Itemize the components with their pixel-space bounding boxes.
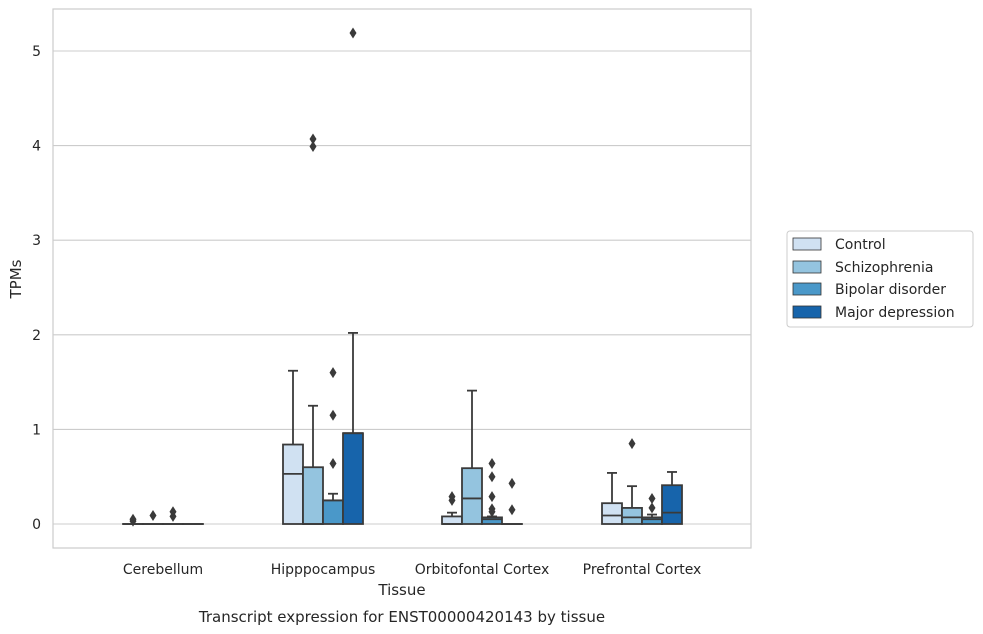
outlier-point (488, 471, 496, 483)
box-body (282, 443, 304, 525)
outlier-point (149, 509, 157, 521)
outlier-point (648, 502, 656, 514)
y-tick-label: 0 (32, 517, 41, 533)
box-control-orbitofontal-cortex (441, 491, 463, 525)
box-body (441, 515, 463, 525)
box-body (481, 516, 503, 525)
y-tick-label: 4 (32, 139, 41, 155)
box-bipolar-disorder-cerebellum (162, 506, 184, 525)
box-body (302, 466, 324, 525)
box-body (601, 502, 623, 525)
box-bipolar-disorder-prefrontal-cortex (641, 492, 663, 525)
box-schizophrenia-prefrontal-cortex (621, 438, 643, 525)
x-tick-label: Orbitofontal Cortex (415, 562, 550, 578)
x-tick-label: Prefrontal Cortex (583, 562, 702, 578)
box-schizophrenia-hipppocampus (302, 133, 324, 525)
outlier-point (648, 492, 656, 504)
y-tick-label: 5 (32, 44, 41, 60)
box-bipolar-disorder-hipppocampus (322, 367, 344, 525)
legend-label-major-depression: Major depression (835, 305, 955, 321)
outlier-point (508, 504, 516, 516)
legend: Control Schizophrenia Bipolar disorder M… (786, 230, 974, 328)
y-axis-label: TPMs (7, 259, 25, 299)
legend-frame (786, 230, 974, 328)
box-body (661, 484, 683, 525)
grid-lines (53, 50, 751, 525)
outlier-point (309, 141, 317, 153)
box-body (461, 467, 483, 525)
y-axis: 0 1 2 3 4 5 (32, 44, 41, 533)
legend-label-schizophrenia: Schizophrenia (835, 260, 933, 276)
box-major-depression-hipppocampus (342, 27, 364, 525)
legend-label-bipolar-disorder: Bipolar disorder (835, 282, 946, 298)
box-plots (122, 27, 683, 527)
outlier-point (349, 27, 357, 39)
x-tick-label: Cerebellum (123, 562, 203, 578)
outlier-point (309, 133, 317, 145)
box-schizophrenia-orbitofontal-cortex (461, 389, 483, 525)
box-schizophrenia-cerebellum (142, 509, 164, 525)
legend-swatch-control (792, 237, 822, 251)
outlier-point (129, 515, 137, 527)
box-major-depression-prefrontal-cortex (661, 471, 683, 525)
outlier-point (329, 409, 337, 421)
outlier-point (448, 491, 456, 503)
box-control-prefrontal-cortex (601, 472, 623, 525)
outlier-point (488, 491, 496, 503)
y-tick-label: 2 (32, 328, 41, 344)
x-axis-label: Tissue (377, 581, 425, 599)
box-major-depression-orbitofontal-cortex (501, 477, 523, 525)
legend-swatch-major-depression (792, 305, 822, 319)
legend-swatch-bipolar-disorder (792, 282, 822, 296)
outlier-point (329, 367, 337, 379)
x-tick-label: Hipppocampus (271, 562, 376, 578)
outlier-point (488, 457, 496, 469)
x-axis: Cerebellum Hipppocampus Orbitofontal Corte… (123, 562, 701, 578)
outlier-point (628, 438, 636, 450)
box-body (621, 507, 643, 525)
box-control-cerebellum (122, 513, 144, 527)
outlier-point (488, 503, 496, 515)
legend-label-control: Control (835, 237, 886, 253)
legend-swatch-schizophrenia (792, 260, 822, 274)
box-body (342, 432, 364, 525)
plot-frame (52, 8, 752, 549)
chart-caption: Transcript expression for ENST0000042014… (198, 608, 605, 626)
y-tick-label: 1 (32, 422, 41, 438)
box-bipolar-disorder-orbitofontal-cortex (481, 457, 503, 525)
box-body (322, 499, 344, 525)
outlier-point (169, 510, 177, 522)
box-control-hipppocampus (282, 369, 304, 525)
y-tick-label: 3 (32, 233, 41, 249)
outlier-point (508, 477, 516, 489)
outlier-point (329, 457, 337, 469)
